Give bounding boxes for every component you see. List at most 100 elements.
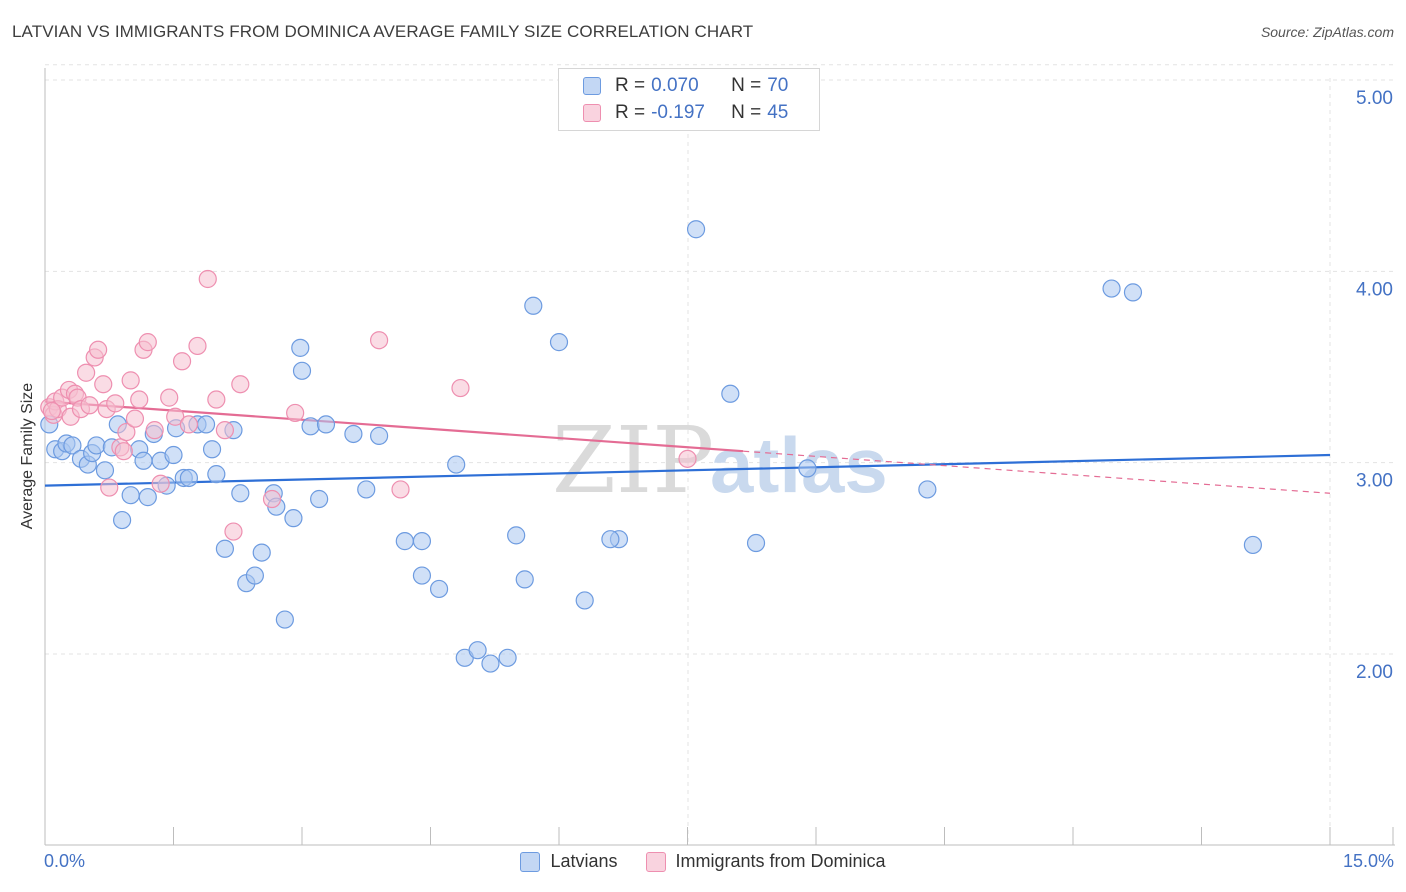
- chart-title: LATVIAN VS IMMIGRANTS FROM DOMINICA AVER…: [12, 22, 754, 41]
- dominica-point: [89, 340, 108, 359]
- dominica-point: [138, 333, 157, 352]
- latvians-swatch: [583, 77, 601, 95]
- dominica-point: [145, 421, 164, 440]
- legend-item-dominica: Immigrants from Dominica: [645, 851, 886, 872]
- dominica-point: [125, 409, 145, 428]
- latvians-point: [291, 338, 310, 357]
- latvians-point: [601, 530, 620, 549]
- dominica-point: [160, 388, 179, 407]
- latvians-point: [549, 333, 569, 352]
- legend: R = 0.070 N = 70 R = -0.197 N = 45: [558, 68, 820, 131]
- latvians-point: [481, 654, 500, 673]
- legend-label-latvians: Latvians: [550, 851, 618, 871]
- dominica-point: [678, 449, 697, 468]
- latvians-point: [112, 510, 132, 530]
- latvians-point: [515, 570, 534, 589]
- x-tick-max: 15.0%: [1342, 851, 1394, 871]
- latvians-point: [215, 539, 234, 558]
- latvians-point: [138, 488, 157, 507]
- dominica-point: [215, 421, 234, 440]
- dominica-point: [391, 480, 410, 499]
- latvians-point: [95, 461, 115, 480]
- dominica-trend-line: [44, 400, 744, 453]
- legend-r-value: 0.070: [651, 75, 699, 96]
- latvians-point: [412, 532, 432, 551]
- dominica-point: [117, 422, 136, 442]
- latvians-point: [196, 415, 216, 434]
- latvians-point: [798, 459, 817, 478]
- latvians-point: [429, 579, 449, 599]
- dominica-point: [179, 415, 199, 434]
- dominica-point: [198, 269, 217, 289]
- dominica-point: [106, 394, 125, 413]
- trend-lines: [44, 400, 1331, 494]
- legend-row-dominica: R = -0.197 N = 45: [583, 101, 788, 125]
- dominica-point: [207, 390, 226, 409]
- dominica-point: [370, 331, 389, 350]
- latvians-point: [918, 480, 937, 499]
- series-legend: Latvians Immigrants from Dominica: [0, 851, 1406, 872]
- dominica-point: [166, 407, 185, 426]
- dominica-point: [130, 390, 149, 409]
- latvians-point: [252, 543, 271, 562]
- latvians-point: [721, 384, 740, 403]
- latvians-point: [746, 533, 766, 553]
- legend-n-value: 45: [767, 102, 789, 123]
- y-tick-label: 5.00: [1356, 88, 1393, 109]
- y-tick-label: 3.00: [1356, 471, 1393, 492]
- latvians-point: [370, 426, 389, 445]
- data-points: [40, 220, 1263, 673]
- dominica-point: [77, 363, 96, 382]
- dominica-point: [188, 336, 207, 356]
- latvians-point: [524, 296, 543, 315]
- legend-item-latvians: Latvians: [520, 851, 618, 872]
- legend-r-label: R =: [615, 102, 646, 123]
- latvians-point: [412, 566, 432, 585]
- dominica-point: [42, 401, 61, 421]
- latvians-point: [87, 436, 106, 455]
- latvians-point: [275, 610, 294, 629]
- latvians-point: [344, 424, 363, 444]
- latvians-point: [1243, 535, 1263, 555]
- latvians-point: [498, 648, 517, 667]
- latvians-point: [468, 641, 487, 660]
- latvians-point: [284, 509, 303, 528]
- latvians-point: [292, 361, 312, 380]
- dominica-point: [231, 375, 250, 394]
- dominica-point: [114, 442, 133, 461]
- dominica-point: [121, 371, 140, 390]
- y-tick-label: 4.00: [1356, 279, 1393, 300]
- latvians-point: [575, 591, 594, 610]
- latvians-point: [207, 465, 226, 484]
- dominica-point: [286, 403, 305, 423]
- dominica-point: [224, 522, 243, 541]
- latvians-point: [121, 486, 140, 505]
- latvians-trend-line: [44, 453, 1331, 487]
- watermark: ZIP atlas: [552, 407, 888, 514]
- latvians-point: [1102, 279, 1121, 298]
- latvians-point: [245, 566, 264, 585]
- dominica-point: [451, 378, 470, 398]
- axes: [44, 68, 1395, 846]
- dominica-legend-swatch: [645, 851, 666, 872]
- latvians-point: [395, 532, 414, 551]
- x-tick-min: 0.0%: [44, 851, 86, 871]
- latvians-point: [63, 436, 82, 455]
- latvians-point: [447, 455, 466, 474]
- latvians-point: [134, 451, 153, 470]
- legend-label-dominica: Immigrants from Dominica: [675, 851, 886, 871]
- source-label: Source: ZipAtlas.com: [1260, 24, 1394, 40]
- latvians-point: [179, 468, 199, 488]
- latvians-point: [164, 445, 183, 465]
- dominica-point: [94, 375, 113, 394]
- dominica-point: [100, 478, 119, 497]
- legend-r-value: -0.197: [651, 102, 705, 123]
- latvians-point: [231, 484, 250, 503]
- dominica-point: [172, 352, 192, 371]
- legend-r-label: R =: [615, 75, 646, 96]
- legend-n-label: N =: [731, 75, 762, 96]
- latvians-legend-swatch: [520, 851, 541, 872]
- dominica-point: [151, 474, 170, 493]
- dominica-point: [80, 396, 99, 415]
